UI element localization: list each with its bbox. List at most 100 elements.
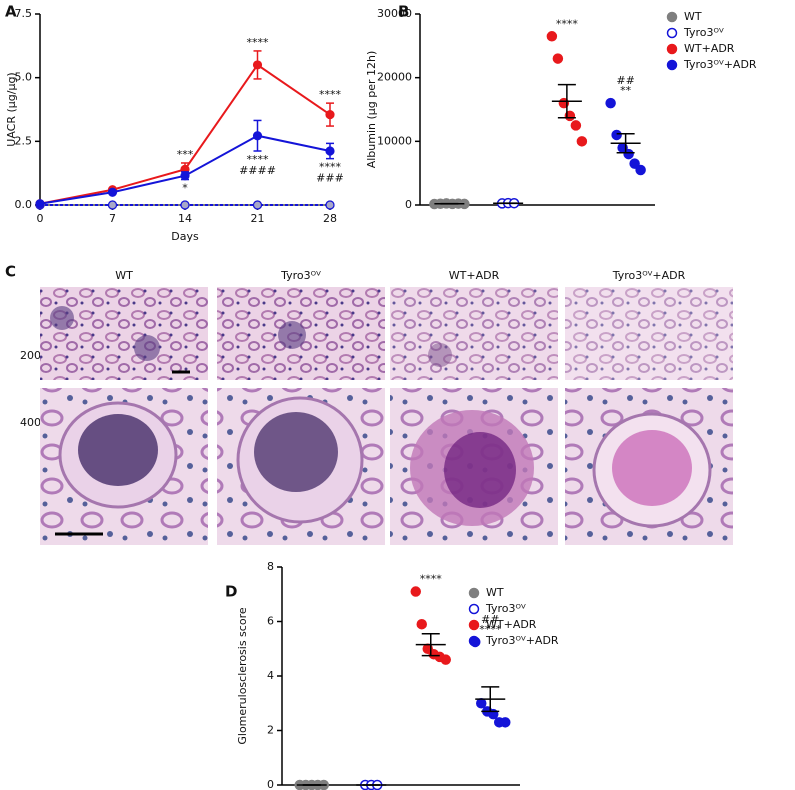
point — [629, 158, 640, 169]
y-tick-label: 8 — [267, 560, 274, 573]
micrograph — [565, 287, 733, 380]
y-tick-label: 0 — [267, 778, 274, 790]
point — [611, 129, 622, 141]
micrograph — [390, 287, 558, 380]
y-tick-label: 4 — [267, 669, 274, 682]
column-label: WT+ADR — [449, 269, 500, 282]
y-axis-label: Glomerulosclerosis score — [236, 607, 249, 744]
annotation: **** — [247, 36, 270, 49]
legend-marker — [666, 27, 678, 39]
point — [107, 187, 118, 197]
annotation: ### — [316, 172, 344, 185]
glomerulus — [278, 321, 306, 349]
legend-label: Tyro3ᴼⱽ+ADR — [683, 58, 757, 71]
annotation: **** — [247, 153, 270, 166]
y-tick-label: 7.5 — [15, 7, 33, 20]
y-tick-label: 10000 — [377, 134, 412, 147]
annotation: **** — [319, 88, 342, 101]
legend-label: WT — [684, 10, 702, 23]
point — [180, 171, 190, 181]
x-tick-label: 21 — [251, 212, 265, 225]
y-tick-label: 0.0 — [15, 198, 33, 211]
point — [546, 31, 558, 42]
glomerulus — [612, 430, 692, 506]
annotation: **** — [556, 17, 579, 30]
annotation: **** — [319, 161, 342, 174]
y-tick-label: 6 — [267, 615, 274, 628]
point — [325, 109, 335, 120]
y-tick-label: 2.5 — [15, 134, 33, 147]
glomerulus — [444, 432, 516, 508]
point — [576, 136, 588, 147]
y-tick-label: 5.0 — [15, 71, 33, 84]
legend-label: WT+ADR — [486, 618, 537, 631]
panel-letter: A — [5, 3, 17, 21]
point — [416, 618, 427, 630]
column-label: Tyro3ᴼⱽ — [280, 269, 321, 282]
point — [252, 60, 263, 70]
legend-marker — [468, 619, 480, 631]
legend-label: WT — [486, 586, 504, 599]
annotation: **** — [479, 623, 502, 636]
legend-marker — [666, 11, 678, 23]
y-tick-label: 20000 — [377, 71, 412, 84]
micrographs — [40, 287, 733, 545]
legend-label: Tyro3ᴼⱽ — [683, 26, 724, 39]
x-tick-label: 0 — [37, 212, 44, 225]
point — [107, 200, 118, 210]
annotation: *** — [177, 148, 194, 161]
point — [180, 200, 190, 210]
annotation: ## — [481, 613, 499, 626]
y-tick-label: 0 — [405, 198, 412, 211]
glomerulus — [254, 412, 338, 492]
legend-label: WT+ADR — [684, 42, 735, 55]
point — [325, 200, 335, 210]
point — [570, 120, 582, 131]
legend-marker — [468, 635, 480, 647]
image-panel: C WT Tyro3ᴼⱽ WT+ADR Tyro3ᴼⱽ+ADR 200X 400… — [5, 263, 733, 545]
y-axis-label: Albumin (μg per 12h) — [365, 51, 378, 169]
micrograph — [40, 287, 208, 380]
point — [440, 654, 451, 665]
glomerulus — [428, 343, 452, 367]
annotation: #### — [239, 164, 276, 177]
annotation: **** — [420, 573, 443, 586]
point — [552, 53, 564, 64]
legend-marker — [468, 587, 480, 599]
point — [35, 199, 45, 209]
column-label: WT — [115, 269, 133, 282]
legend-label: Tyro3ᴼⱽ — [485, 602, 526, 615]
y-tick-label: 2 — [267, 724, 274, 737]
panel-letter: C — [5, 263, 16, 281]
annotation: ** — [620, 84, 632, 97]
point — [325, 146, 335, 156]
panel-letter: B — [398, 3, 409, 21]
glomerulus — [134, 335, 160, 361]
panel-letter: D — [225, 583, 237, 601]
legend-marker — [666, 59, 678, 71]
point — [410, 586, 421, 597]
x-tick-label: 28 — [323, 212, 337, 225]
point — [476, 698, 487, 709]
point — [605, 97, 616, 109]
legend-marker — [666, 43, 678, 55]
glomerulus — [78, 414, 158, 486]
legend-label: Tyro3ᴼⱽ+ADR — [485, 634, 559, 647]
annotation: * — [182, 182, 188, 195]
point — [500, 717, 511, 728]
x-axis-label: Days — [171, 230, 199, 243]
point — [252, 131, 263, 141]
annotation: ## — [616, 74, 634, 87]
y-tick-label: 30000 — [377, 7, 412, 20]
point — [252, 200, 263, 210]
point — [635, 164, 646, 176]
x-tick-label: 14 — [178, 212, 192, 225]
y-axis-label: UACR (μg/μg) — [5, 72, 18, 146]
x-tick-label: 7 — [109, 212, 116, 225]
legend-marker — [468, 603, 480, 615]
column-label: Tyro3ᴼⱽ+ADR — [612, 269, 686, 282]
